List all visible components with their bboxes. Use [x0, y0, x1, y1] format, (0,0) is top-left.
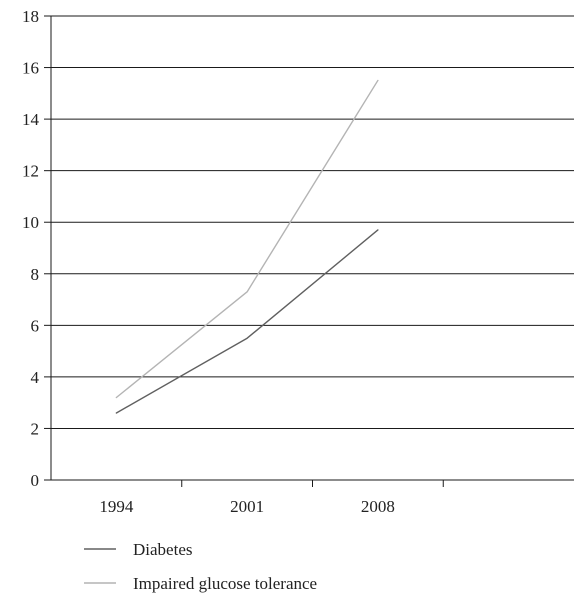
- x-tick-label: 1994: [99, 497, 134, 516]
- y-tick-label: 10: [22, 213, 39, 232]
- y-tick-labels: 0 2 4 6 8 10 12 14 16 18: [22, 7, 40, 490]
- legend-label: Impaired glucose tolerance: [133, 574, 317, 593]
- y-tick-label: 12: [22, 162, 39, 181]
- y-axis: [44, 15, 52, 481]
- y-tick-label: 2: [31, 419, 40, 438]
- y-tick-label: 16: [22, 59, 39, 78]
- x-tick-labels: 1994 2001 2008: [99, 497, 395, 516]
- y-tick-label: 14: [22, 110, 40, 129]
- y-tick-label: 4: [31, 368, 40, 387]
- legend: Diabetes Impaired glucose tolerance: [84, 540, 317, 593]
- series-line: [115, 79, 379, 399]
- y-tick-label: 6: [31, 316, 40, 335]
- y-tick-label: 18: [22, 7, 39, 26]
- y-tick-label: 0: [31, 471, 40, 490]
- legend-label: Diabetes: [133, 540, 192, 559]
- x-tick-label: 2008: [361, 497, 395, 516]
- series-lines: [115, 79, 379, 414]
- x-axis: [51, 479, 574, 487]
- y-tick-label: 8: [31, 265, 40, 284]
- y-gridlines: [51, 15, 574, 429]
- x-tick-label: 2001: [230, 497, 264, 516]
- series-line: [115, 229, 379, 414]
